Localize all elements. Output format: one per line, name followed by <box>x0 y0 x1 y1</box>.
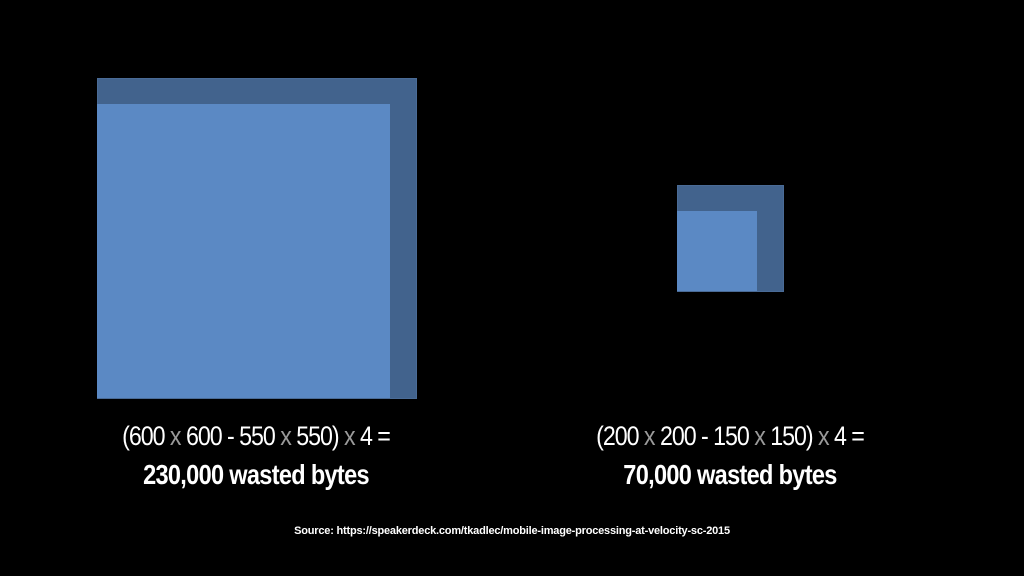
left-result: 230,000 wasted bytes <box>143 459 370 490</box>
multiply-sign: x <box>817 421 830 451</box>
source-citation: Source: https://speakerdeck.com/tkadlec/… <box>294 525 730 537</box>
right-result: 70,000 wasted bytes <box>623 459 837 490</box>
right-formula: (200 x 200 - 150 x 150) x 4 = <box>558 421 902 452</box>
formula-text: (600 <box>122 421 170 451</box>
formula-text: 550) <box>290 421 344 451</box>
formula-text: (200 <box>596 421 644 451</box>
formula-text: 4 = <box>828 421 865 451</box>
multiply-sign: x <box>643 421 656 451</box>
left-formula: (600 x 600 - 550 x 550) x 4 = <box>84 421 428 452</box>
multiply-sign: x <box>754 421 766 451</box>
small-inner-square <box>677 211 757 291</box>
formula-text: 4 = <box>354 421 391 451</box>
formula-text: 600 - 550 <box>180 421 281 451</box>
large-inner-square <box>97 104 390 398</box>
multiply-sign: x <box>343 421 356 451</box>
formula-text: 200 - 150 <box>654 421 755 451</box>
multiply-sign: x <box>169 421 182 451</box>
formula-text: 150) <box>764 421 818 451</box>
multiply-sign: x <box>280 421 292 451</box>
